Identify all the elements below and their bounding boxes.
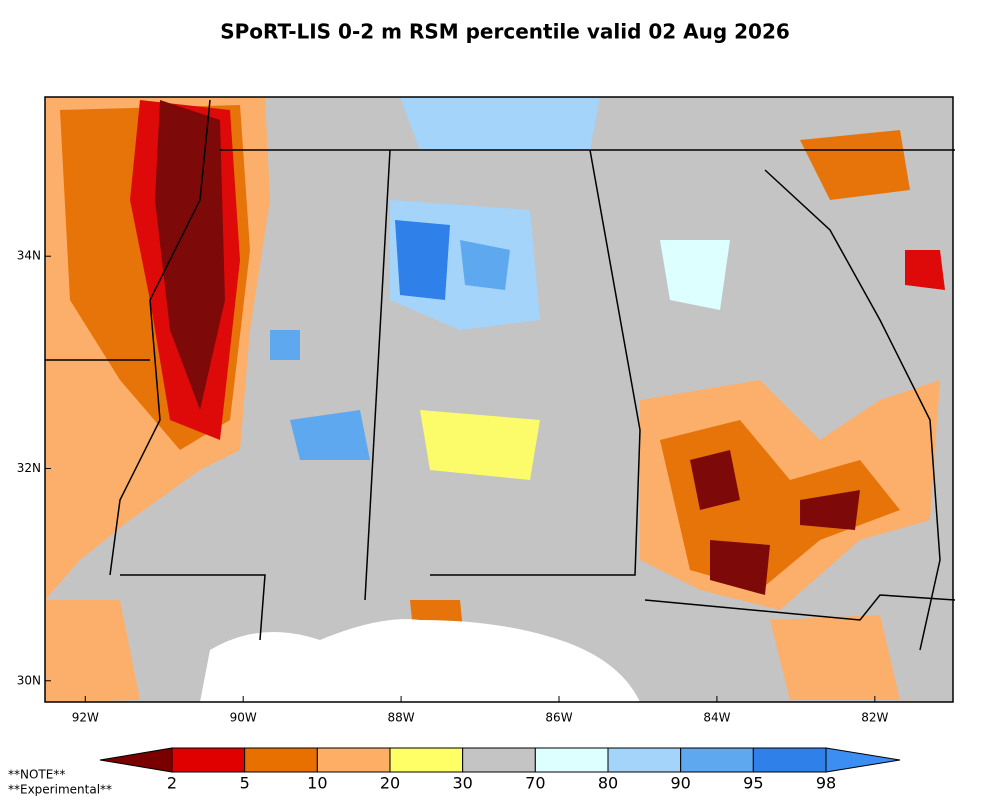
colorbar-label: 5: [240, 774, 250, 793]
colorbar-segment: [171, 747, 246, 773]
gulf: [200, 619, 640, 702]
colorbar-segment: [607, 747, 682, 773]
colorbar-segment: [680, 747, 754, 773]
colorbar-arrow: [825, 747, 901, 773]
note: **NOTE**: [8, 768, 65, 782]
x-tick-label: 88W: [388, 711, 415, 725]
colorbar-label: 30: [452, 774, 472, 793]
x-tick-label: 82W: [861, 711, 888, 725]
y-tick-label: 34N: [17, 249, 41, 263]
colorbar-segment: [316, 747, 391, 773]
colorbar-segment: [752, 747, 827, 773]
note: **Experimental**: [8, 783, 112, 797]
chart-title: SPoRT-LIS 0-2 m RSM percentile valid 02 …: [220, 20, 790, 44]
colorbar-segment: [462, 747, 536, 773]
y-tick-label: 32N: [17, 461, 41, 475]
colorbar-label: 98: [816, 774, 836, 793]
map: [44, 96, 956, 703]
colorbar-label: 20: [380, 774, 400, 793]
colorbar-segment: [389, 747, 464, 773]
state-borders: [45, 99, 956, 651]
colorbar-label: 2: [167, 774, 177, 793]
colorbar-segment: [244, 747, 318, 773]
colorbar-label: 10: [307, 774, 327, 793]
x-tick-label: 84W: [703, 711, 730, 725]
y-tick-label: 30N: [17, 673, 41, 687]
colorbar-label: 90: [670, 774, 690, 793]
colorbar-segment: [534, 747, 609, 773]
dry-areas: [45, 97, 945, 702]
x-tick-label: 86W: [545, 711, 572, 725]
wet-areas: [270, 97, 730, 460]
x-tick-label: 92W: [72, 711, 99, 725]
x-tick-label: 90W: [230, 711, 257, 725]
colorbar-label: 80: [598, 774, 618, 793]
colorbar-label: 95: [743, 774, 763, 793]
colorbar-label: 70: [525, 774, 545, 793]
map-frame: [44, 96, 954, 703]
colorbar-arrow: [99, 747, 173, 773]
